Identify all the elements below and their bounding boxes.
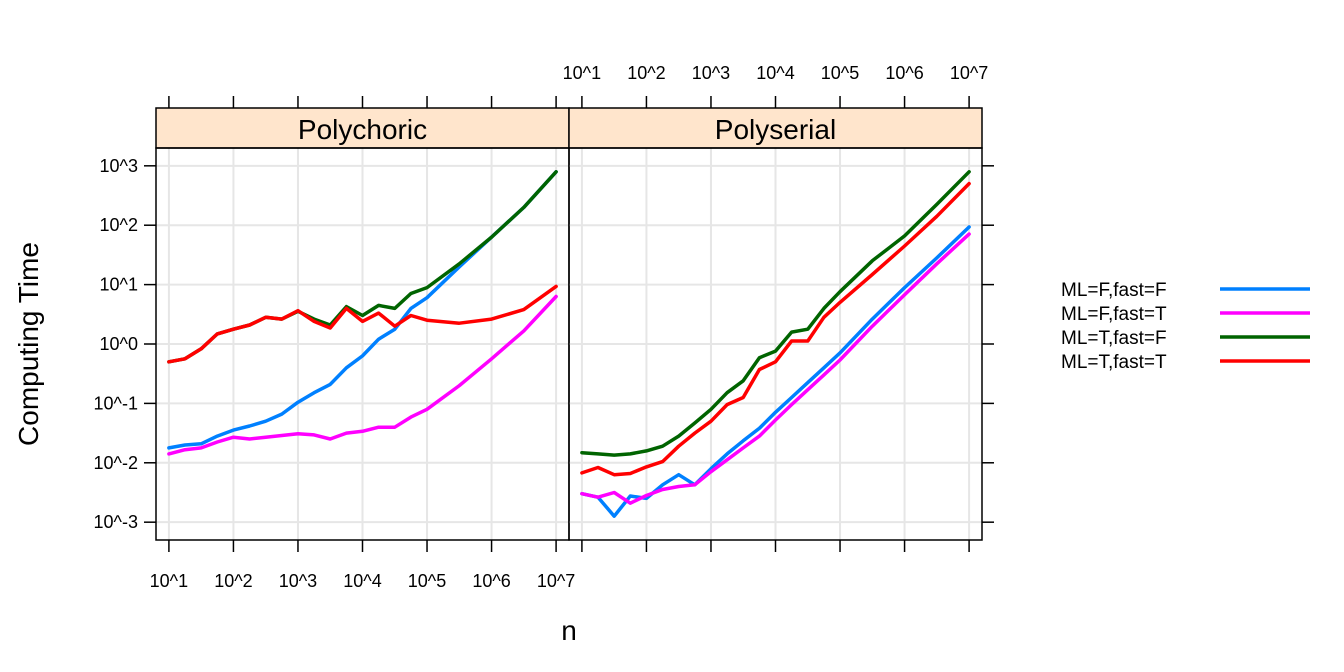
y-tick-label: 10^-1 (94, 393, 138, 413)
legend-label: ML=F,fast=F (1061, 280, 1167, 301)
x-axis-title: n (561, 615, 577, 646)
strip-polyserial (568, 107, 983, 149)
y-tick-label: 10^3 (100, 156, 138, 176)
x-tick-label: 10^2 (214, 571, 252, 591)
y-tick-label: 10^-3 (94, 512, 138, 532)
legend-label: ML=T,fast=T (1061, 352, 1167, 373)
x-tick-label: 10^5 (821, 63, 859, 83)
legend-item-ml-t-fast-t: ML=T,fast=T (1061, 352, 1310, 373)
x-tick-label: 10^3 (279, 571, 317, 591)
x-tick-label: 10^4 (756, 63, 794, 83)
x-tick-label: 10^4 (343, 571, 381, 591)
series-line-ml-t-fast-t (167, 284, 558, 364)
x-tick-label: 10^3 (692, 63, 730, 83)
x-tick-label: 10^7 (950, 63, 988, 83)
y-tick-label: 10^0 (100, 334, 138, 354)
series-line-ml-f-fast-f (167, 170, 558, 450)
y-tick-label: 10^1 (100, 275, 138, 295)
legend-item-ml-f-fast-t: ML=F,fast=T (1061, 304, 1310, 325)
x-tick-label: 10^6 (472, 571, 510, 591)
legend-label: ML=T,fast=F (1061, 328, 1167, 349)
x-tick-label: 10^1 (563, 63, 601, 83)
series-line-ml-t-fast-t (580, 181, 971, 477)
strip-label-polychoric: Polychoric (298, 114, 427, 145)
y-axis-title: Computing Time (13, 242, 44, 446)
x-tick-label: 10^5 (408, 571, 446, 591)
x-tick-label: 10^6 (885, 63, 923, 83)
panel-polyserial: Polyserial 10^1 10^2 10^3 10^4 10^5 10^6 10^7 (563, 63, 994, 552)
series-line-ml-f-fast-t (580, 232, 971, 505)
series-line-ml-f-fast-t (167, 294, 558, 456)
strip-label-polyserial: Polyserial (715, 114, 836, 145)
y-tick-label: 10^-2 (94, 453, 138, 473)
legend: ML=F,fast=F ML=F,fast=T ML=T,fast=F ML=T,fa… (1061, 280, 1310, 373)
x-tick-label: 10^2 (627, 63, 665, 83)
series-line-ml-t-fast-f (580, 170, 971, 457)
y-tick-label: 10^2 (100, 215, 138, 235)
legend-item-ml-f-fast-f: ML=F,fast=F (1061, 280, 1310, 301)
panel-polychoric: Polychoric 10^1 10^2 10^3 10^4 10^5 10^6 10^7 10… (94, 96, 575, 591)
x-tick-label: 10^1 (150, 571, 188, 591)
series-line-ml-f-fast-f (580, 225, 971, 518)
legend-item-ml-t-fast-f: ML=T,fast=F (1061, 328, 1310, 349)
x-tick-label: 10^7 (537, 571, 575, 591)
legend-label: ML=F,fast=T (1061, 304, 1167, 325)
